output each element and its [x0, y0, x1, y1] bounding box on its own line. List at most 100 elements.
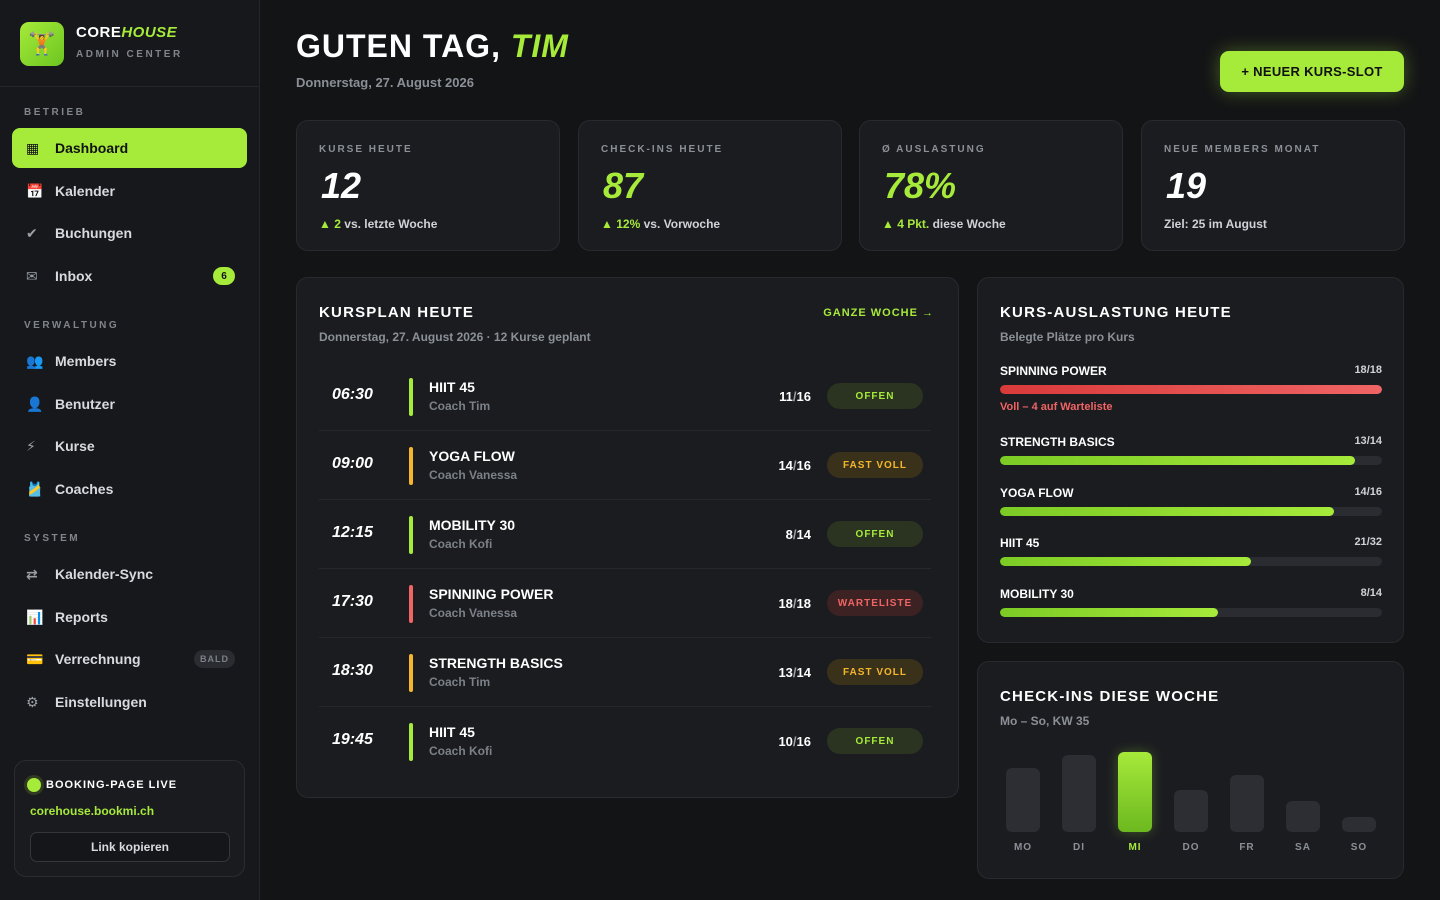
schedule-title: KURSPLAN HEUTE [319, 304, 475, 321]
checkin-bar-mo[interactable] [1006, 768, 1040, 832]
utilization-row: SPINNING POWER 18/18 Voll – 4 auf Wartelis… [1000, 364, 1382, 413]
kpi-subtext: Ziel: 25 im August [1164, 217, 1267, 231]
brand: 🏋 COREHOUSE ADMIN CENTER [0, 0, 259, 87]
checkin-bar-mi[interactable] [1118, 752, 1152, 832]
greeting: GUTEN TAG, [296, 28, 501, 64]
status-badge: OFFEN [827, 383, 923, 409]
course-capacity-total: 14 [796, 665, 811, 680]
course-status-indicator [409, 447, 413, 485]
utilization-booked: 18 [1354, 364, 1367, 376]
sidebar-item-einstellungen[interactable]: ⚙ Einstellungen [12, 682, 247, 722]
course-row[interactable]: 06:30 HIIT 45 Coach Tim 11/16 OFFEN [319, 362, 931, 431]
utilization-capacity: 32 [1369, 536, 1382, 548]
sidebar-item-benutzer[interactable]: 👤 Benutzer [12, 384, 247, 424]
kpi-card: CHECK-INS HEUTE 87 ▲ 12% vs. Vorwoche [578, 120, 842, 251]
course-status-indicator [409, 654, 413, 692]
kpi-card: Ø AUSLASTUNG 78% ▲ 4 Pkt. diese Woche [859, 120, 1123, 251]
user-icon: 👤 [26, 395, 44, 412]
sidebar-item-badge: BALD [194, 650, 235, 668]
checkin-bar-do[interactable] [1174, 790, 1208, 832]
sidebar-item-label: Reports [55, 609, 108, 625]
booking-page-url[interactable]: corehouse.bookmi.ch [30, 804, 155, 818]
sidebar-item-verrechnung[interactable]: 💳 Verrechnung BALD [12, 639, 247, 679]
sidebar-item-dashboard[interactable]: ▦ Dashboard [12, 128, 247, 168]
sidebar-item-inbox[interactable]: ✉ Inbox 6 [12, 256, 247, 296]
sidebar-item-label: Members [55, 353, 117, 369]
user-name: TIM [510, 28, 569, 64]
checkin-bar-fr[interactable] [1230, 775, 1264, 832]
course-capacity-total: 16 [796, 458, 811, 473]
utilization-value: 18/18 [1354, 364, 1382, 376]
checkin-bar-sa[interactable] [1286, 801, 1320, 832]
card-icon: 💳 [26, 650, 44, 667]
course-capacity: 18/18 [778, 596, 811, 611]
utilization-course-name: MOBILITY 30 [1000, 587, 1074, 601]
course-row[interactable]: 09:00 YOGA FLOW Coach Vanessa 14/16 FAST VOL… [319, 431, 931, 500]
course-coach: Coach Kofi [429, 537, 493, 551]
sidebar: 🏋 COREHOUSE ADMIN CENTER BETRIEB VERWALT… [0, 0, 260, 900]
utilization-row: YOGA FLOW 14/16 [1000, 486, 1382, 516]
sidebar-item-coaches[interactable]: 🎽 Coaches [12, 469, 247, 509]
course-time: 19:45 [332, 731, 373, 748]
members-icon: 👥 [26, 352, 44, 369]
brand-subtitle: ADMIN CENTER [76, 49, 183, 60]
brand-name-core: CORE [76, 24, 122, 41]
utilization-row: STRENGTH BASICS 13/14 [1000, 435, 1382, 465]
checkin-day-label: FR [1239, 842, 1255, 853]
course-capacity-total: 14 [796, 527, 811, 542]
grid-icon: ▦ [26, 139, 40, 156]
utilization-panel: KURS-AUSLASTUNG HEUTE Belegte Plätze pro… [977, 277, 1404, 643]
sidebar-item-kalender-sync[interactable]: ⇄ Kalender-Sync [12, 554, 247, 594]
course-row[interactable]: 19:45 HIIT 45 Coach Kofi 10/16 OFFEN [319, 707, 931, 776]
sidebar-item-label: Coaches [55, 481, 114, 497]
course-time: 06:30 [332, 386, 373, 403]
utilization-capacity: 16 [1369, 486, 1382, 498]
sidebar-item-members[interactable]: 👥 Members [12, 341, 247, 381]
new-course-slot-button[interactable]: + NEUER KURS-SLOT [1220, 51, 1404, 92]
utilization-course-name: YOGA FLOW [1000, 486, 1074, 500]
sidebar-item-buchungen[interactable]: ✔ Buchungen [12, 213, 247, 253]
utilization-fill [1000, 608, 1219, 617]
booking-page-live-box: BOOKING-PAGE LIVE corehouse.bookmi.ch Li… [14, 760, 245, 877]
sidebar-item-reports[interactable]: 📊 Reports [12, 597, 247, 637]
kpi-delta: 12% [616, 217, 641, 231]
course-status-indicator [409, 585, 413, 623]
status-badge: FAST VOLL [827, 452, 923, 478]
kpi-label: KURSE HEUTE [319, 144, 413, 155]
course-row[interactable]: 12:15 MOBILITY 30 Coach Kofi 8/14 OFFEN [319, 500, 931, 569]
utilization-capacity: 14 [1369, 587, 1382, 599]
sidebar-item-label: Einstellungen [55, 694, 147, 710]
course-capacity: 14/16 [778, 458, 811, 473]
utilization-course-name: STRENGTH BASICS [1000, 435, 1115, 449]
course-booked: 18 [778, 596, 793, 611]
utilization-course-name: HIIT 45 [1000, 536, 1040, 550]
sidebar-item-label: Inbox [55, 268, 93, 284]
course-row[interactable]: 18:30 STRENGTH BASICS Coach Tim 13/14 FAST V… [319, 638, 931, 707]
utilization-booked: 13 [1354, 435, 1367, 447]
check-icon: ✔ [26, 224, 38, 241]
course-booked: 14 [778, 458, 793, 473]
checkins-subtitle: Mo – So, KW 35 [1000, 714, 1090, 728]
utilization-value: 21/32 [1354, 536, 1382, 548]
sidebar-item-label: Dashboard [55, 140, 129, 156]
status-badge: WARTELISTE [827, 590, 923, 616]
copy-link-button[interactable]: Link kopieren [30, 832, 230, 862]
checkin-bar-di[interactable] [1062, 755, 1096, 832]
whole-week-link[interactable]: GANZE WOCHE → [823, 307, 934, 319]
trend-up-icon: ▲ [882, 217, 894, 231]
course-name: STRENGTH BASICS [429, 655, 563, 671]
course-capacity: 10/16 [778, 734, 811, 749]
utilization-course-name: SPINNING POWER [1000, 364, 1107, 378]
course-booked: 8 [785, 527, 793, 542]
sidebar-item-kalender[interactable]: 📅 Kalender [12, 171, 247, 211]
course-booked: 10 [778, 734, 793, 749]
kpi-subtext: ▲ 4 Pkt. diese Woche [882, 217, 1006, 231]
sidebar-item-label: Benutzer [55, 396, 115, 412]
sidebar-item-kurse[interactable]: ⚡ Kurse [12, 426, 247, 466]
sidebar-item-badge: 6 [213, 267, 235, 285]
brand-logo-icon[interactable]: 🏋 [20, 22, 64, 66]
nav-section-system: SYSTEM [24, 533, 81, 544]
course-booked: 13 [778, 665, 793, 680]
course-row[interactable]: 17:30 SPINNING POWER Coach Vanessa 18/18 WAR… [319, 569, 931, 638]
checkin-bar-so[interactable] [1342, 817, 1376, 832]
